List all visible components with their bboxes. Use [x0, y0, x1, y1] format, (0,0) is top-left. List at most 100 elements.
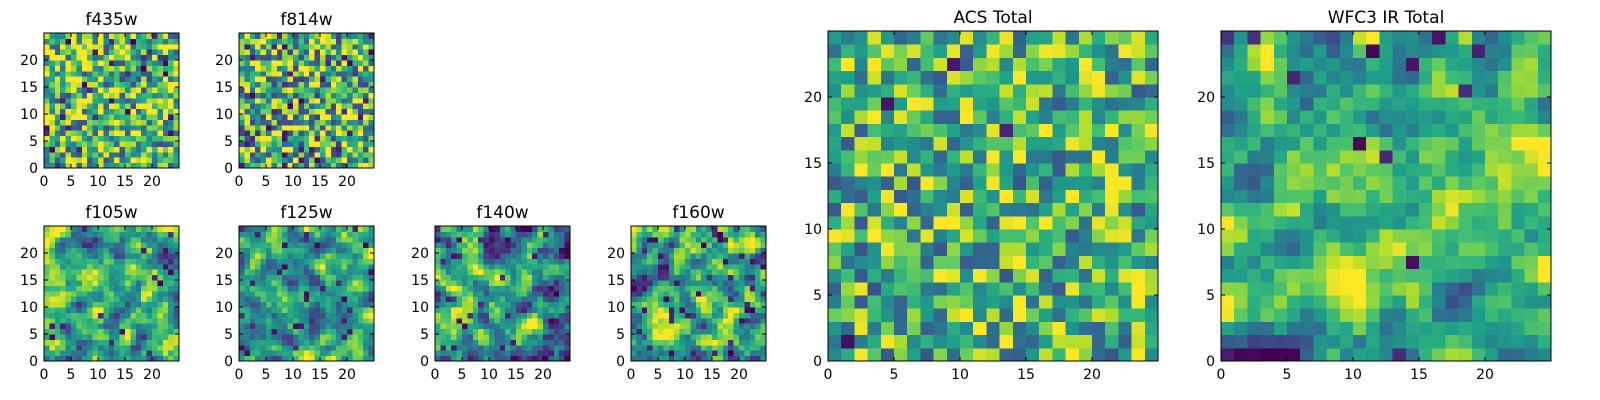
heatmap-cell — [440, 334, 447, 340]
heatmap-cell — [239, 344, 245, 351]
heatmap-cell — [293, 108, 299, 115]
heatmap-cell — [1511, 229, 1526, 243]
heatmap-cell — [368, 274, 375, 281]
heatmap-cell — [559, 350, 566, 357]
heatmap-cell — [49, 97, 56, 104]
heatmap-cell — [141, 323, 148, 330]
heatmap-cell — [1339, 281, 1354, 296]
heatmap-cell — [1537, 347, 1552, 362]
heatmap-cell — [755, 274, 762, 281]
heatmap-cell — [445, 301, 452, 308]
heatmap-cell — [1379, 242, 1394, 256]
heatmap-cell — [347, 97, 353, 104]
heatmap-cell — [130, 103, 137, 110]
heatmap-cell — [336, 242, 343, 249]
heatmap-cell — [462, 339, 468, 346]
heatmap-cell — [755, 242, 762, 249]
heatmap-cell — [1485, 321, 1499, 336]
heatmap-cell — [1012, 308, 1027, 322]
heatmap-cell — [336, 76, 343, 83]
heatmap-cell — [1300, 149, 1314, 164]
heatmap-cell — [276, 97, 283, 104]
heatmap-cell — [755, 339, 762, 346]
heatmap-cell — [472, 263, 479, 270]
heatmap-cell — [282, 317, 289, 324]
heatmap-cell — [1118, 321, 1133, 336]
heatmap-cell — [282, 33, 289, 39]
heatmap-cell — [352, 119, 359, 126]
heatmap-cell — [173, 285, 180, 292]
heatmap-cell — [81, 43, 88, 50]
heatmap-cell — [336, 157, 343, 164]
heatmap-cell — [1131, 321, 1146, 336]
heatmap-cell — [276, 146, 283, 153]
heatmap-cell — [152, 130, 158, 137]
heatmap-cell — [733, 328, 740, 335]
heatmap-cell — [828, 163, 842, 177]
heatmap-cell — [65, 135, 72, 142]
heatmap-cell — [60, 54, 67, 61]
heatmap-cell — [71, 231, 77, 238]
heatmap-cell — [162, 328, 169, 335]
heatmap-cell — [168, 124, 175, 131]
heatmap-cell — [744, 280, 751, 286]
heatmap-cell — [114, 226, 121, 232]
heatmap-cell — [1234, 347, 1248, 362]
heatmap-cell — [282, 323, 289, 330]
heatmap-cell — [130, 269, 137, 276]
heatmap-cell — [652, 307, 659, 313]
heatmap-cell — [352, 236, 359, 243]
heatmap-cell — [336, 141, 343, 147]
heatmap-cell — [706, 350, 713, 357]
heatmap-cell — [933, 83, 948, 98]
heatmap-cell — [239, 49, 245, 56]
heatmap-cell — [668, 355, 675, 362]
heatmap-cell — [276, 108, 283, 115]
heatmap-cell — [303, 323, 310, 330]
heatmap-cell — [146, 43, 153, 50]
heatmap-cell — [341, 307, 348, 313]
heatmap-cell — [65, 108, 72, 115]
heatmap-cell — [933, 215, 948, 230]
heatmap-cell — [119, 108, 126, 115]
x-tick-label: 5 — [458, 367, 467, 383]
heatmap-cell — [330, 119, 337, 126]
heatmap-cell — [894, 44, 908, 58]
heatmap-cell — [65, 269, 72, 276]
heatmap-cell — [564, 285, 571, 292]
heatmap-cell — [352, 103, 359, 110]
heatmap-cell — [282, 236, 289, 243]
heatmap-cell — [1144, 229, 1159, 243]
heatmap-cell — [146, 103, 153, 110]
heatmap-cell — [320, 339, 326, 346]
heatmap-cell — [357, 253, 364, 259]
heatmap-cell — [325, 43, 332, 50]
heatmap-cell — [298, 81, 305, 88]
heatmap-cell — [1026, 334, 1040, 349]
heatmap-cell — [960, 83, 974, 98]
heatmap-cell — [712, 301, 718, 308]
heatmap-cell — [499, 317, 506, 324]
heatmap-cell — [108, 269, 115, 276]
heatmap-cell — [1353, 347, 1367, 362]
heatmap-cell — [499, 344, 506, 351]
heatmap-cell — [130, 97, 137, 104]
x-tick-label: 10 — [676, 367, 694, 383]
heatmap-cell — [728, 236, 735, 243]
heatmap-cell — [119, 162, 126, 169]
heatmap-cell — [1471, 189, 1486, 204]
heatmap-cell — [543, 242, 549, 249]
heatmap-cell — [49, 70, 56, 77]
heatmap-cell — [1065, 123, 1080, 138]
heatmap-cell — [347, 43, 353, 50]
heatmap-cell — [130, 231, 137, 238]
heatmap-cell — [330, 43, 337, 50]
heatmap-cell — [130, 301, 137, 308]
heatmap-cell — [141, 38, 148, 45]
heatmap-cell — [674, 301, 681, 308]
heatmap-cell — [1498, 334, 1512, 349]
heatmap-cell — [717, 258, 724, 265]
heatmap-cell — [141, 119, 148, 126]
heatmap-cell — [157, 344, 164, 351]
heatmap-cell — [298, 236, 305, 243]
